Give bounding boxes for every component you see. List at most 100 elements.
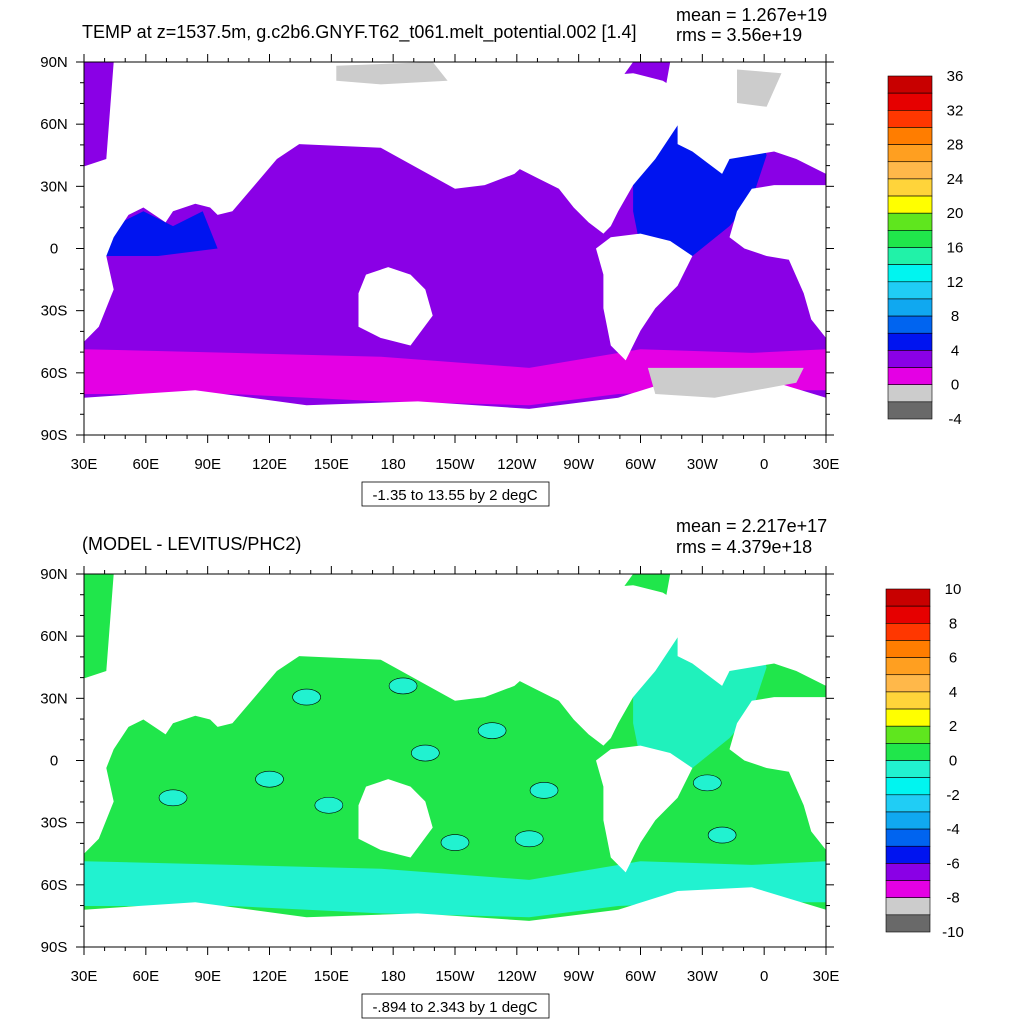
colorbar-label: 12 xyxy=(947,274,964,291)
colorbar-label: -8 xyxy=(946,890,959,907)
panel-temperature: TEMP at z=1537.5m, g.c2b6.GNYF.T62_t061.… xyxy=(40,5,964,507)
colorbar-swatch xyxy=(885,622,931,641)
colorbar-label: -10 xyxy=(942,924,964,941)
anomaly-contour xyxy=(692,774,722,792)
y-tick-label: 30N xyxy=(40,178,68,195)
map-axes: 30E 60E 90E 120E 150E 180 150W 120W 90W 60W 30W 0 30… xyxy=(40,566,839,985)
land-eurasiaEast xyxy=(662,62,826,174)
panel-title: (MODEL - LEVITUS/PHC2) xyxy=(82,534,301,554)
colorbar-swatch xyxy=(885,743,931,761)
anomaly-contour xyxy=(388,677,418,695)
anomaly-contour xyxy=(314,796,344,814)
colorbar-label: 10 xyxy=(945,581,962,598)
x-tick-label: 60E xyxy=(132,968,159,985)
rms-label: rms = 3.56e+19 xyxy=(676,25,802,45)
colorbar-swatch xyxy=(885,794,931,813)
mean-label: mean = 2.217e+17 xyxy=(676,516,827,536)
x-tick-label: 30E xyxy=(71,968,98,985)
colorbar-swatch xyxy=(887,178,933,197)
range-label: -.894 to 2.343 by 1 degC xyxy=(372,999,537,1016)
x-tick-label: 150W xyxy=(435,456,475,473)
colorbar-label: 0 xyxy=(951,377,959,394)
x-tick-label: 60E xyxy=(132,456,159,473)
land-namerica xyxy=(492,585,693,746)
land-greenland xyxy=(699,585,767,615)
land-samerica xyxy=(596,745,693,873)
sea-ice-patch xyxy=(336,62,448,85)
colorbar-swatch xyxy=(885,897,931,916)
colorbar-swatch xyxy=(887,315,933,334)
land-antarctica xyxy=(84,375,826,435)
y-tick-label: 30S xyxy=(41,303,68,320)
anomaly-contour xyxy=(255,770,284,788)
range-label: -1.35 to 13.55 by 2 degC xyxy=(372,487,537,504)
colorbar-label: 8 xyxy=(949,615,957,632)
colorbar-swatch xyxy=(887,264,933,283)
colorbar-swatch xyxy=(887,332,933,351)
y-tick-label: 0 xyxy=(50,241,58,258)
y-tick-label: 60S xyxy=(41,365,68,382)
x-tick-label: 120W xyxy=(497,456,537,473)
map-field xyxy=(84,62,826,435)
colorbar-swatch xyxy=(887,92,933,111)
y-tick-label: 60S xyxy=(41,877,68,894)
anomaly-contour xyxy=(411,744,440,762)
mean-label: mean = 1.267e+19 xyxy=(676,5,827,25)
range-box xyxy=(361,481,550,507)
x-tick-label: 150E xyxy=(314,968,349,985)
panel-difference: (MODEL - LEVITUS/PHC2) mean = 2.217e+17 … xyxy=(40,516,964,1019)
anomaly-contour xyxy=(707,826,737,844)
map-plot-area xyxy=(84,574,826,947)
colorbar-label: 2 xyxy=(949,718,957,735)
x-tick-label: 90W xyxy=(563,968,595,985)
colorbar-swatch xyxy=(885,828,931,847)
colorbar-swatch xyxy=(887,367,933,385)
colorbar-label: 16 xyxy=(947,240,964,257)
x-tick-label: 90W xyxy=(563,456,595,473)
sea-ice-patch xyxy=(647,367,804,398)
x-tick-label: 0 xyxy=(760,968,768,985)
x-tick-label: 60W xyxy=(625,456,657,473)
colorbar-swatch xyxy=(885,691,931,710)
anomaly-contour xyxy=(292,688,321,706)
x-tick-label: 120W xyxy=(497,968,537,985)
x-tick-label: 30E xyxy=(71,456,98,473)
land-africa xyxy=(729,185,826,338)
colorbar-label: 4 xyxy=(951,342,959,359)
colorbar-label: 0 xyxy=(949,753,957,770)
colorbar-swatch xyxy=(887,75,933,94)
land-africaEurasia xyxy=(84,574,634,854)
land-antarctica xyxy=(84,887,826,947)
x-tick-label: 180 xyxy=(381,456,406,473)
colorbar: 10 8 6 4 2 0 -2 -4 -6 -8 -10 xyxy=(885,581,964,941)
anomaly-contour xyxy=(440,834,470,851)
land-australia xyxy=(358,267,433,346)
land-africaEurasia xyxy=(84,62,634,342)
colorbar-label: -6 xyxy=(946,855,959,872)
colorbar-label: -4 xyxy=(948,411,961,428)
y-tick-label: 90S xyxy=(41,939,68,956)
x-tick-label: 0 xyxy=(760,456,768,473)
panel-title: TEMP at z=1537.5m, g.c2b6.GNYF.T62_t061.… xyxy=(82,22,637,43)
indian-zone xyxy=(106,211,218,256)
colorbar-label: 20 xyxy=(947,205,964,222)
x-tick-label: 90E xyxy=(194,968,221,985)
y-tick-label: 90N xyxy=(40,566,68,583)
y-tick-label: 60N xyxy=(40,116,68,133)
colorbar-swatch xyxy=(887,195,933,214)
colorbar-label: -4 xyxy=(946,821,959,838)
map-axes: 30E 60E 90E 120E 150E 180 150W 120W 90W 60W 30W 0 30… xyxy=(40,54,839,473)
x-tick-label: 90E xyxy=(194,456,221,473)
x-tick-label: 150E xyxy=(314,456,349,473)
colorbar-label: 36 xyxy=(947,68,964,85)
x-tick-label: 30E xyxy=(813,456,840,473)
x-tick-label: 30E xyxy=(813,968,840,985)
colorbar-label: -2 xyxy=(946,787,959,804)
y-tick-label: 30S xyxy=(41,815,68,832)
colorbar-swatch xyxy=(887,401,933,420)
colorbar-swatch xyxy=(887,298,933,317)
colorbar-swatch xyxy=(887,161,933,180)
anomaly-contour xyxy=(514,830,544,848)
y-tick-label: 90N xyxy=(40,54,68,71)
